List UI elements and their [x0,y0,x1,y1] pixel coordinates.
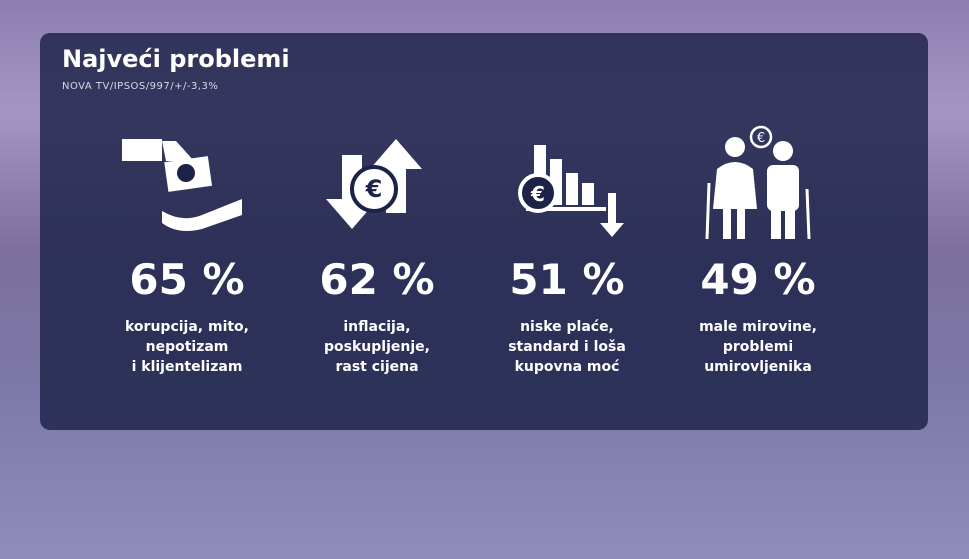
label-line: male mirovine, [699,319,817,335]
stat-label: korupcija, mito, nepotizam i klijentelizam [92,317,282,377]
label-line: i klijentelizam [131,359,243,375]
icon: € [518,145,624,237]
stat-value: 51 % [509,255,625,304]
stat-label: niske plaće, standard i loša kupovna moć [472,317,662,377]
label-line: standard i loša [508,339,626,355]
label-line: kupovna moć [514,359,620,375]
label-line: nepotizam [145,339,229,355]
label-line: inflacija, [343,319,411,335]
stat-value: 62 % [319,255,435,304]
title: Najveći problemi [62,45,290,73]
icon: € [705,125,811,240]
label-line: problemi [722,339,794,355]
stat-column: €49 % male mirovine, problemi umirovljenika [663,119,853,377]
stat-column: €62 % inflacija, poskupljenje, rast cijena [282,119,472,377]
label-line: rast cijena [335,359,419,375]
stat-value: 49 % [700,255,816,304]
stat-label: male mirovine, problemi umirovljenika [663,317,853,377]
icon [122,139,242,231]
svg-text:€: € [530,182,545,206]
stat-value: 65 % [129,255,245,304]
icon: € [326,139,422,229]
svg-text:€: € [757,131,765,146]
label-line: niske plaće, [520,319,614,335]
label-line: poskupljenje, [324,339,430,355]
source: NOVA TV/IPSOS/997/+/-3,3% [62,81,219,92]
svg-text:€: € [365,175,383,203]
label-line: korupcija, mito, [125,319,249,335]
panel: Najveći problemi NOVA TV/IPSOS/997/+/-3,… [40,33,928,430]
label-line: umirovljenika [704,359,812,375]
stat-column: €51 % niske plaće, standard i loša kupovna … [472,119,662,377]
stat-label: inflacija, poskupljenje, rast cijena [282,317,472,377]
stat-column: 65 % korupcija, mito, nepotizam i klijentel… [92,119,282,377]
